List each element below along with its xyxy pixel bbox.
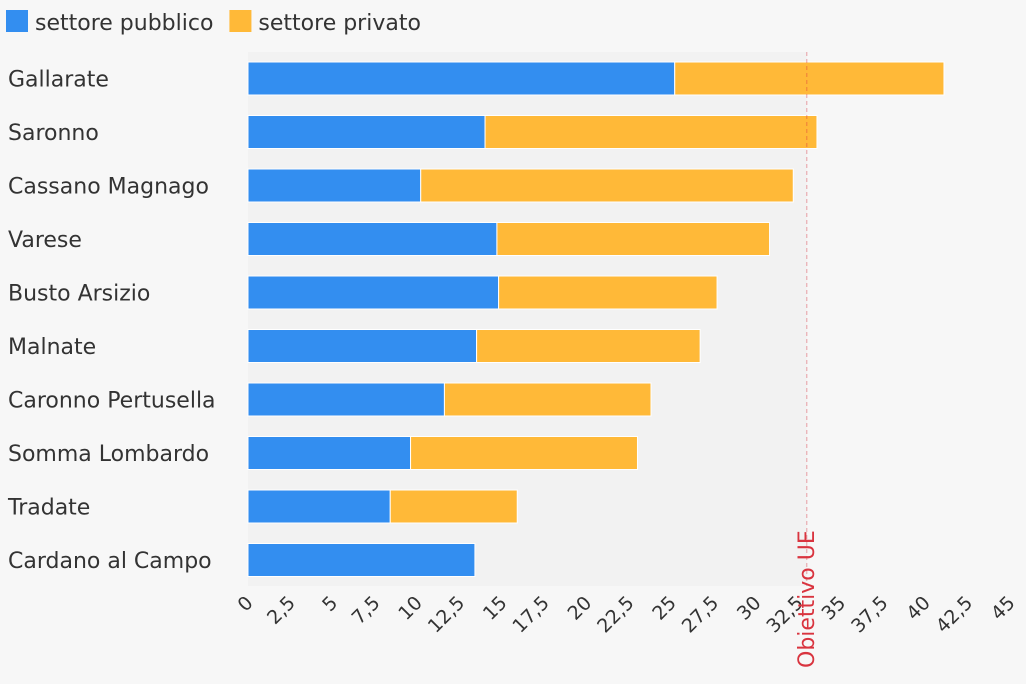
bar-1-4 xyxy=(498,275,718,310)
x-tick-label-6: 15 xyxy=(479,592,512,625)
bar-0-0 xyxy=(247,61,676,96)
bar-0-3 xyxy=(247,222,498,256)
bar-1-6 xyxy=(443,382,652,417)
legend: settore pubblico settore privato xyxy=(6,10,421,36)
category-label-1: Saronno xyxy=(8,121,99,146)
bar-0-2 xyxy=(247,168,422,203)
category-label-4: Busto Arsizio xyxy=(8,282,150,307)
bar-1-0 xyxy=(674,61,945,96)
category-label-2: Cassano Magnago xyxy=(8,175,209,200)
x-tick-label-8: 20 xyxy=(564,592,597,625)
x-tick-label-12: 30 xyxy=(733,592,766,625)
x-tick-label-10: 25 xyxy=(648,592,681,625)
category-label-5: Malnate xyxy=(8,335,96,360)
x-tick-label-3: 7,5 xyxy=(348,592,385,629)
x-tick-label-17: 42,5 xyxy=(932,592,977,637)
bar-0-9 xyxy=(247,543,476,577)
legend-swatch-0 xyxy=(6,10,28,32)
x-tick-label-11: 27,5 xyxy=(678,592,723,637)
bar-1-7 xyxy=(410,436,638,470)
x-tick-label-0: 0 xyxy=(233,592,257,616)
x-tick-label-1: 2,5 xyxy=(263,592,300,629)
x-tick-label-18: 45 xyxy=(987,592,1020,625)
bar-0-6 xyxy=(247,382,445,417)
x-tick-label-9: 22,5 xyxy=(593,592,638,637)
category-labels: Gallarate Saronno Cassano Magnago Varese Bus… xyxy=(7,68,216,575)
bars xyxy=(247,61,945,577)
reference-line-label: Obiettivo UE xyxy=(795,530,820,668)
bar-0-1 xyxy=(247,115,486,149)
category-label-6: Caronno Pertusella xyxy=(8,389,216,414)
legend-swatch-1 xyxy=(229,10,252,32)
legend-label-1: settore privato xyxy=(258,11,421,36)
bar-0-5 xyxy=(247,329,478,363)
bar-0-8 xyxy=(247,489,391,524)
category-label-0: Gallarate xyxy=(8,68,109,93)
reference-line-group: Obiettivo UE xyxy=(795,52,820,668)
bar-1-8 xyxy=(389,489,518,524)
bar-1-2 xyxy=(420,168,794,203)
legend-label-0: settore pubblico xyxy=(35,11,213,36)
category-label-7: Somma Lombardo xyxy=(8,442,209,467)
bar-1-3 xyxy=(496,222,771,256)
bar-0-7 xyxy=(247,436,412,470)
x-tick-label-5: 12,5 xyxy=(424,592,469,637)
category-label-3: Varese xyxy=(8,228,82,253)
x-tick-label-2: 5 xyxy=(318,592,342,616)
bar-0-4 xyxy=(247,275,500,310)
bar-1-5 xyxy=(476,329,701,363)
x-tick-label-14: 35 xyxy=(818,592,851,625)
x-tick-label-7: 17,5 xyxy=(508,592,553,637)
x-tick-label-4: 10 xyxy=(394,592,427,625)
x-tick-label-16: 40 xyxy=(902,592,935,625)
bar-1-1 xyxy=(484,115,818,149)
x-tick-label-15: 37,5 xyxy=(847,592,892,637)
category-label-8: Tradate xyxy=(7,496,90,521)
category-label-9: Cardano al Campo xyxy=(8,549,212,574)
